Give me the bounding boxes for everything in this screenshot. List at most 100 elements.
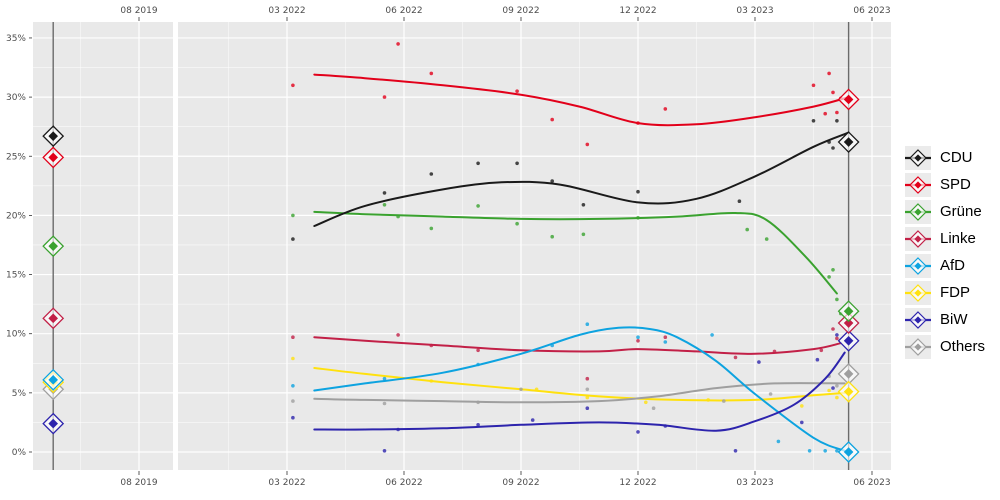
poll-dot-AfD xyxy=(636,335,640,340)
poll-dot-BiW xyxy=(835,333,839,337)
poll-dot-FDP xyxy=(800,404,804,408)
poll-dot-CDU xyxy=(476,161,480,166)
poll-dot-CDU xyxy=(550,179,554,183)
poll-dot-Grüne xyxy=(382,203,387,207)
poll-dot-AfD xyxy=(776,439,781,444)
poll-dot-BiW xyxy=(831,386,835,390)
legend-label-CDU: CDU xyxy=(940,149,973,166)
poll-dot-AfD xyxy=(710,333,714,337)
x-tick-label-top: 06 2022 xyxy=(385,6,422,16)
poll-dot-FDP xyxy=(534,387,539,392)
x-tick-label-top: 09 2022 xyxy=(502,6,539,16)
legend-diamond-icon xyxy=(905,148,931,167)
poll-dot-BiW xyxy=(396,427,400,432)
poll-dot-FDP xyxy=(644,400,648,405)
series-AfD xyxy=(291,322,846,453)
poll-dot-Grüne xyxy=(764,237,769,241)
poll-dot-AfD xyxy=(550,343,554,348)
x-tick-label-bottom: 03 2022 xyxy=(268,478,305,488)
result-diamond-SPD xyxy=(48,152,58,163)
poll-dot-SPD xyxy=(382,95,387,99)
poll-dot-Others xyxy=(651,406,656,411)
poll-dot-SPD xyxy=(811,83,816,88)
poll-dot-Linke xyxy=(291,335,295,340)
y-tick-label: 20% xyxy=(6,211,26,221)
legend-item-SPD: SPD xyxy=(905,171,985,198)
poll-dot-Others xyxy=(382,401,387,406)
poll-dot-FDP xyxy=(291,356,295,361)
x-tick-label-bottom: 03 2023 xyxy=(736,478,773,488)
poll-dot-BiW xyxy=(585,406,590,411)
poll-dot-SPD xyxy=(831,90,835,95)
x-tick-label-top: 03 2022 xyxy=(268,6,305,16)
result-diamond-Others xyxy=(843,369,854,379)
poll-dot-Others xyxy=(291,399,295,403)
poll-dot-SPD xyxy=(663,107,668,111)
poll-dot-SPD xyxy=(827,71,831,76)
poll-dot-Grüne xyxy=(515,221,519,226)
legend-item-Grüne: Grüne xyxy=(905,198,985,225)
poll-dot-BiW xyxy=(815,357,820,362)
poll-dot-Linke xyxy=(476,348,480,353)
poll-dot-CDU xyxy=(636,189,640,194)
poll-dot-CDU xyxy=(811,119,816,123)
legend-diamond-icon xyxy=(905,175,931,194)
poll-dot-Linke xyxy=(831,327,835,331)
x-tick-label-bottom: 06 2022 xyxy=(385,478,422,488)
trend-line-Grüne xyxy=(313,210,838,295)
poll-dot-BiW xyxy=(382,449,387,453)
poll-dot-AfD xyxy=(663,340,668,344)
poll-dot-Others xyxy=(476,400,480,405)
legend-label-Others: Others xyxy=(940,338,986,355)
poll-dot-Grüne xyxy=(636,216,640,220)
result-diamond-BiW xyxy=(843,335,854,346)
result-diamond-SPD xyxy=(843,94,854,105)
trend-line-BiW xyxy=(313,351,846,432)
poll-dot-BiW xyxy=(636,430,640,434)
trend-line-SPD xyxy=(313,73,850,127)
result-diamond-FDP xyxy=(843,386,854,397)
x-tick-label-top: 06 2023 xyxy=(853,6,890,16)
legend-key-SPD xyxy=(905,172,931,197)
poll-dot-Grüne xyxy=(396,214,400,219)
poll-dot-BiW xyxy=(530,418,535,422)
gridlines-left xyxy=(33,37,173,453)
poll-dot-BiW xyxy=(663,424,668,428)
poll-dot-Linke xyxy=(835,336,839,341)
series-Linke xyxy=(291,327,842,381)
legend-diamond-icon xyxy=(905,310,931,329)
result-diamond-Linke xyxy=(843,318,854,328)
poll-dot-SPD xyxy=(835,110,839,115)
trend-line-FDP xyxy=(313,367,846,402)
trend-line-AfD xyxy=(313,326,846,452)
x-tick-label-top: 12 2022 xyxy=(619,6,656,16)
poll-dot-SPD xyxy=(823,111,827,116)
poll-dot-Grüne xyxy=(550,234,554,239)
poll-dot-BiW xyxy=(291,415,295,420)
trend-line-CDU xyxy=(313,131,850,227)
series-Others xyxy=(291,374,846,411)
poll-dot-Grüne xyxy=(429,226,434,231)
x-tick-label-bottom: 09 2022 xyxy=(502,478,539,488)
legend-key-AfD xyxy=(905,253,931,278)
legend-key-Linke xyxy=(905,226,931,251)
y-tick-label: 10% xyxy=(6,330,26,340)
poll-dot-CDU xyxy=(291,237,295,241)
poll-dot-Grüne xyxy=(831,268,835,272)
poll-dot-Others xyxy=(768,392,773,396)
poll-dot-CDU xyxy=(835,119,839,123)
poll-dot-Others xyxy=(519,387,523,392)
legend-label-Grüne: Grüne xyxy=(940,203,982,220)
poll-dot-CDU xyxy=(382,191,387,195)
poll-dot-CDU xyxy=(831,146,835,150)
legend-diamond-icon xyxy=(905,202,931,221)
series-SPD xyxy=(291,42,850,147)
poll-dot-AfD xyxy=(835,449,839,453)
legend-item-BiW: BiW xyxy=(905,306,985,333)
x-tick-label-bottom: 12 2022 xyxy=(619,478,656,488)
legend-key-Grüne xyxy=(905,199,931,224)
y-axis: 35% 30% 25% 20% 15% 10% 5% 0% xyxy=(6,34,32,458)
poll-dot-BiW xyxy=(800,420,804,425)
legend-key-CDU xyxy=(905,145,931,170)
poll-dot-BiW xyxy=(733,449,738,453)
